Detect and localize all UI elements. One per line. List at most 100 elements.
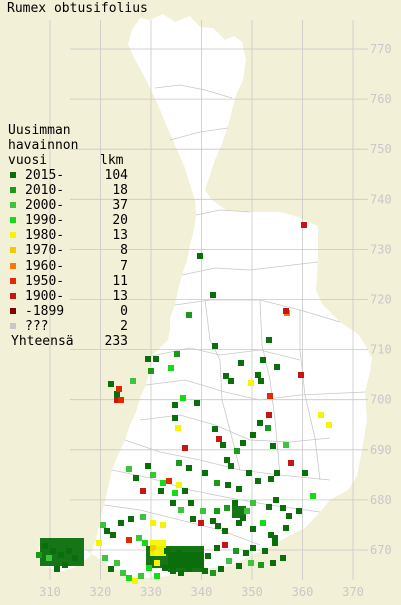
observation-square <box>197 253 203 259</box>
legend-row: 1960- 7 <box>8 259 128 274</box>
observation-square <box>250 545 256 551</box>
observation-square <box>96 540 102 546</box>
observation-square <box>145 356 151 362</box>
observation-square <box>132 578 138 584</box>
observation-square <box>302 470 308 476</box>
observation-square <box>248 560 254 566</box>
observation-square <box>258 562 264 568</box>
observation-square <box>225 482 231 488</box>
observation-square <box>200 508 206 514</box>
observation-square <box>224 457 230 463</box>
observation-square <box>150 545 156 551</box>
observation-square <box>72 555 78 561</box>
observation-square <box>255 372 261 378</box>
observation-squares <box>36 222 332 584</box>
region-border <box>111 469 321 513</box>
observation-square <box>114 397 120 403</box>
observation-square <box>283 525 289 531</box>
observation-square <box>102 555 108 561</box>
legend-count: 11 <box>112 273 128 289</box>
observation-square <box>140 514 146 520</box>
northing-label: 740 <box>370 192 392 206</box>
observation-square <box>248 380 254 386</box>
legend-swatch <box>10 292 16 299</box>
legend-period: 2015- <box>25 168 65 183</box>
observation-square <box>212 426 218 432</box>
observation-square <box>298 372 304 378</box>
legend-row: 2015- 104 <box>8 168 128 183</box>
legend-count: 8 <box>120 243 128 259</box>
observation-square <box>266 337 272 343</box>
observation-square <box>42 543 48 549</box>
observation-square <box>280 505 286 511</box>
legend-row: 1900- 13 <box>8 289 128 304</box>
observation-square <box>202 470 208 476</box>
observation-square <box>288 460 294 466</box>
observation-square <box>168 365 174 371</box>
observation-square <box>126 466 132 472</box>
legend-swatch <box>10 262 16 269</box>
observation-square <box>170 500 176 506</box>
observation-square <box>172 490 178 496</box>
observation-square <box>142 540 148 546</box>
observation-square <box>114 560 120 566</box>
observation-square <box>222 542 228 548</box>
observation-square <box>272 540 278 546</box>
observation-square <box>126 537 132 543</box>
easting-label: 310 <box>39 585 61 599</box>
observation-square <box>236 563 242 569</box>
legend-period: -1899 <box>25 303 65 319</box>
observation-square <box>250 500 256 506</box>
legend: Uusimman havainnon vuosi lkm 2015- 104 201… <box>8 123 128 350</box>
observation-square <box>180 395 186 401</box>
easting-label: 330 <box>140 585 162 599</box>
northing-label: 700 <box>370 393 392 407</box>
legend-row: ??? 2 <box>8 318 128 334</box>
observation-square <box>150 472 156 478</box>
observation-square <box>176 460 182 466</box>
legend-swatch <box>10 322 16 329</box>
observation-square <box>188 500 194 506</box>
observation-cluster <box>168 552 204 572</box>
observation-square <box>286 513 292 519</box>
observation-square <box>186 312 192 318</box>
observation-square <box>240 440 246 446</box>
observation-square <box>108 566 114 572</box>
observation-square <box>228 463 234 469</box>
observation-square <box>270 560 276 566</box>
legend-row: 2000- 37 <box>8 198 128 213</box>
observation-square <box>280 555 286 561</box>
observation-square <box>214 508 220 514</box>
legend-count-heading: lkm <box>100 153 124 168</box>
legend-swatch <box>10 232 16 239</box>
observation-square <box>118 397 124 403</box>
region-border <box>181 261 319 276</box>
observation-square <box>274 364 280 370</box>
northing-label: 730 <box>370 242 392 256</box>
observation-square <box>236 520 242 526</box>
observation-square <box>318 412 324 418</box>
legend-period: ??? <box>25 318 49 334</box>
observation-square <box>175 425 181 431</box>
observation-square <box>66 548 72 554</box>
observation-square <box>138 573 144 579</box>
legend-count: 37 <box>112 198 128 214</box>
legend-row: 1970- 8 <box>8 243 128 258</box>
region-border <box>145 379 366 401</box>
observation-square <box>182 445 188 451</box>
observation-square <box>283 308 289 314</box>
legend-period: 2010- <box>25 183 65 199</box>
northing-label: 720 <box>370 293 392 307</box>
legend-rows: 2015- 104 2010- 18 2000- 37 1990- 20 1980- 13 1970… <box>8 168 128 334</box>
northing-label: 760 <box>370 92 392 106</box>
observation-square <box>130 378 136 384</box>
observation-square <box>260 520 266 526</box>
observation-square <box>296 508 302 514</box>
observation-square <box>210 570 216 576</box>
legend-total-row: Yhteensä 233 <box>8 334 128 350</box>
region-border <box>103 504 261 546</box>
region-borders <box>103 84 366 546</box>
legend-total-label: Yhteensä <box>11 334 74 350</box>
observation-square <box>178 507 184 513</box>
